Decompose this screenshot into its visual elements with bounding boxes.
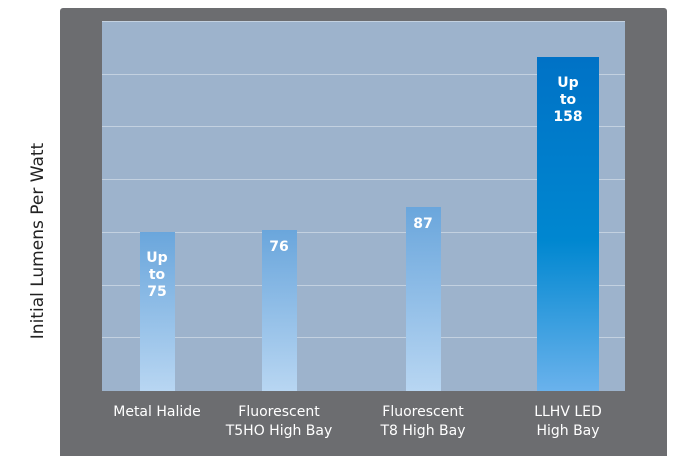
bar: Up to 158 (537, 56, 599, 391)
bar-data-label-line: to (559, 91, 577, 108)
x-tick-label: LLHV LED High Bay (493, 403, 643, 441)
gridline (102, 126, 625, 127)
gridline (102, 285, 625, 286)
bar-data-label-line: Up (557, 74, 579, 91)
bar-data-label-line: to (148, 267, 166, 284)
bar-data-label: 87 (406, 216, 441, 233)
x-tick-label-line: LLHV LED (534, 404, 602, 420)
x-tick-label: Metal Halide (82, 403, 232, 422)
bar: 87 (405, 207, 441, 391)
x-tick-label: Fluorescent T5HO High Bay (204, 403, 354, 441)
bar-data-label-line: 76 (269, 239, 289, 256)
x-tick-label: Fluorescent T8 High Bay (348, 403, 498, 441)
gridline (102, 21, 625, 22)
bar-data-label: Up to 158 (537, 75, 599, 126)
x-tick-label-line: High Bay (536, 423, 600, 439)
bar-data-label: Up to 75 (140, 250, 175, 301)
bar-data-label-line: 158 (553, 108, 583, 125)
gridline (102, 337, 625, 338)
x-tick-label-line: T8 High Bay (380, 423, 466, 439)
gridline (102, 74, 625, 75)
bar-data-label-line: Up (146, 250, 168, 267)
bar-data-label: 76 (262, 239, 297, 256)
x-tick-label-line: Metal Halide (113, 404, 201, 420)
x-tick-label-line: Fluorescent (238, 404, 320, 420)
x-tick-label-line: T5HO High Bay (225, 423, 333, 439)
gridline (102, 232, 625, 233)
bar-data-label-line: 75 (147, 284, 167, 301)
gridline (102, 179, 625, 180)
bar-data-label-line: 87 (413, 216, 433, 233)
y-axis-label: Initial Lumens Per Watt (28, 142, 48, 340)
x-tick-label-line: Fluorescent (382, 404, 464, 420)
bar: Up to 75 (139, 232, 175, 391)
plot-area: Up to 75 76 87 Up to 158 (102, 21, 625, 391)
bar: 76 (261, 230, 297, 391)
